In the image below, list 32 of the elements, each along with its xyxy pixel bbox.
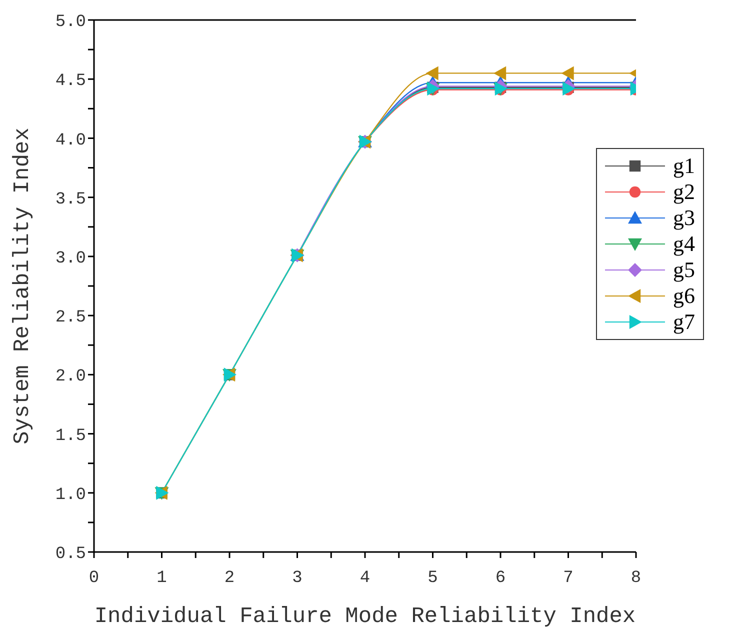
- legend-label: g2: [673, 179, 695, 205]
- y-axis-title: System Reliability Index: [10, 128, 35, 444]
- point: [426, 66, 438, 80]
- x-tick-label: 2: [224, 569, 235, 588]
- point: [494, 66, 506, 80]
- x-tick-label: 0: [88, 569, 100, 588]
- legend-label: g7: [673, 309, 695, 335]
- y-tick-label: 3.5: [55, 190, 86, 210]
- y-tick-label: 5.0: [55, 13, 86, 32]
- point: [562, 82, 576, 96]
- x-tick-label: 5: [428, 569, 438, 588]
- x-tick-label: 3: [292, 569, 302, 588]
- x-tick-label: 8: [630, 569, 642, 588]
- x-tick-label: 4: [360, 569, 370, 588]
- legend-label: g1: [673, 153, 695, 179]
- x-axis-title: Individual Failure Mode Reliability Index: [94, 604, 636, 629]
- y-tick-label: 3.0: [55, 249, 86, 268]
- y-tick-label: 1.0: [55, 486, 86, 505]
- y-tick-label: 4.5: [55, 72, 86, 92]
- y-tick-label: 2.5: [55, 308, 86, 328]
- y-tick-label: 0.5: [55, 545, 86, 564]
- legend-label: g4: [673, 231, 695, 257]
- y-tick-label: 4.0: [55, 131, 86, 150]
- legend-label: g5: [673, 257, 695, 283]
- y-tick-label: 1.5: [55, 426, 86, 446]
- legend-label: g3: [673, 205, 695, 231]
- x-tick-label: 1: [156, 569, 167, 588]
- x-tick-label: 6: [495, 569, 506, 588]
- x-tick-label: 7: [563, 569, 574, 588]
- legend-label: g6: [673, 283, 695, 309]
- point: [561, 66, 574, 80]
- y-tick-label: 2.0: [55, 368, 86, 387]
